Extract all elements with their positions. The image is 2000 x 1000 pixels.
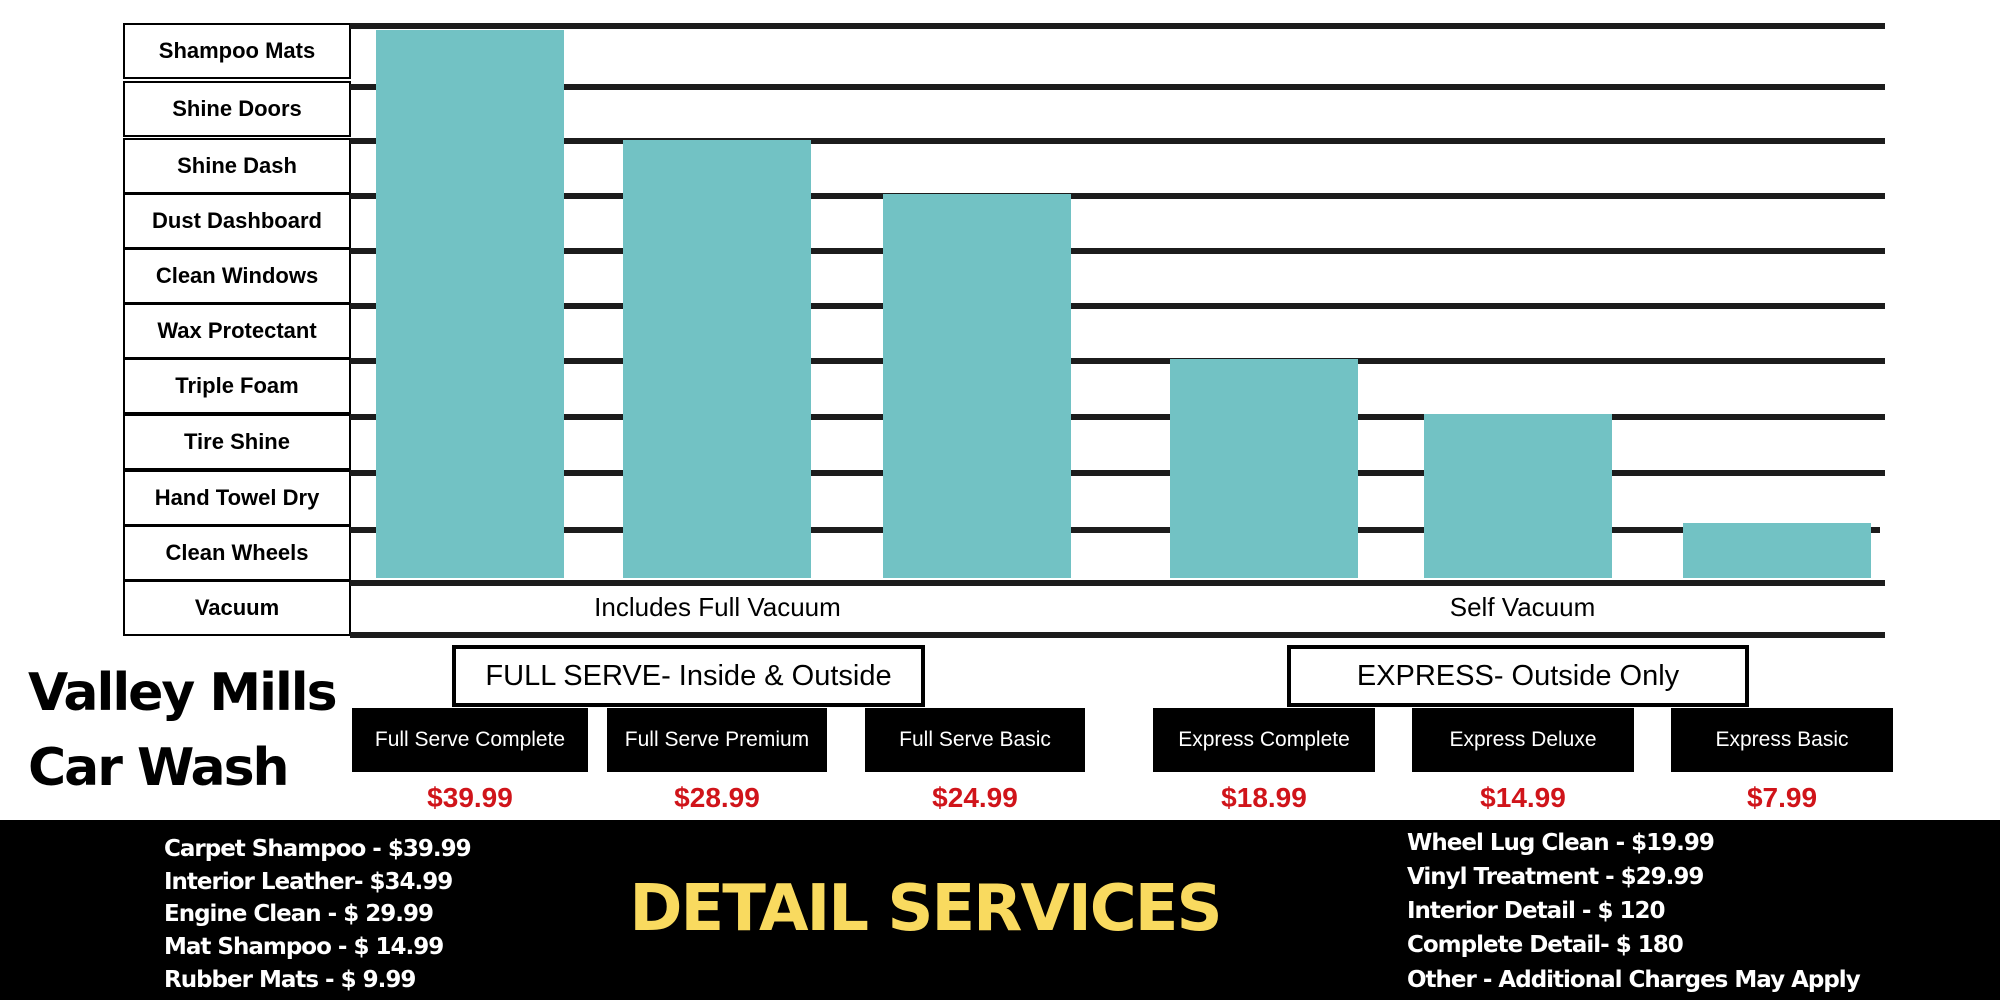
grid-line: [350, 193, 1885, 199]
package-price: $39.99: [427, 782, 513, 813]
package-price: $7.99: [1746, 782, 1818, 813]
grid-line: [350, 632, 1885, 638]
package-bar: [623, 139, 811, 578]
grid-line: [350, 527, 1880, 533]
package-name-button[interactable]: Express Complete: [1153, 708, 1375, 772]
feature-row-label: Tire Shine: [123, 414, 351, 470]
grid-line: [350, 414, 1885, 420]
express-category: EXPRESS- Outside Only: [1287, 645, 1749, 707]
package-name-button[interactable]: Express Deluxe: [1412, 708, 1634, 772]
grid-line: [350, 138, 1885, 144]
detail-service-item: Engine Clean - $ 29.99: [164, 901, 434, 927]
feature-row-label: Hand Towel Dry: [123, 470, 351, 526]
detail-service-item: Vinyl Treatment - $29.99: [1407, 864, 1704, 890]
feature-row-label: Wax Protectant: [123, 303, 351, 359]
package-name-button[interactable]: Full Serve Premium: [607, 708, 827, 772]
detail-service-item: Other - Additional Charges May Apply: [1407, 967, 1861, 993]
package-name-button[interactable]: Express Basic: [1671, 708, 1893, 772]
self-vacuum-label: Self Vacuum: [1449, 592, 1596, 622]
full-serve-category: FULL SERVE- Inside & Outside: [452, 645, 925, 707]
detail-services-title: DETAIL SERVICES: [629, 872, 1222, 946]
detail-service-item: Interior Leather- $34.99: [164, 869, 453, 895]
package-price: $24.99: [932, 782, 1018, 813]
package-bar: [883, 194, 1071, 578]
package-price: $28.99: [674, 782, 760, 813]
detail-services-band: [0, 820, 2000, 1000]
detail-service-item: Interior Detail - $ 120: [1407, 898, 1665, 924]
feature-row-label: Clean Windows: [123, 248, 351, 304]
grid-line: [350, 358, 1885, 364]
detail-service-item: Wheel Lug Clean - $19.99: [1407, 830, 1715, 856]
package-bar: [376, 30, 564, 578]
feature-row-label: Shine Dash: [123, 138, 351, 194]
grid-line: [350, 470, 1885, 476]
feature-row-label: Dust Dashboard: [123, 193, 351, 249]
grid-line: [350, 23, 1885, 29]
detail-service-item: Complete Detail- $ 180: [1407, 932, 1684, 958]
brand-name-line2: Car Wash: [28, 738, 290, 798]
grid-line: [350, 580, 1885, 586]
full-vacuum-label: Includes Full Vacuum: [594, 592, 841, 622]
grid-line: [350, 248, 1885, 254]
package-price: $18.99: [1221, 782, 1307, 813]
feature-row-label: Triple Foam: [123, 358, 351, 414]
feature-row-label: Clean Wheels: [123, 525, 351, 581]
package-name-button[interactable]: Full Serve Complete: [352, 708, 588, 772]
grid-line: [350, 303, 1885, 309]
brand-name-line1: Valley Mills: [28, 663, 338, 723]
detail-service-item: Rubber Mats - $ 9.99: [164, 967, 416, 993]
feature-row-label: Shampoo Mats: [123, 23, 351, 79]
detail-service-item: Mat Shampoo - $ 14.99: [164, 934, 444, 960]
package-price: $14.99: [1480, 782, 1566, 813]
grid-line: [350, 84, 1885, 90]
package-bar: [1683, 523, 1871, 578]
package-name-button[interactable]: Full Serve Basic: [865, 708, 1085, 772]
package-bar: [1170, 358, 1358, 578]
feature-row-label: Vacuum: [123, 580, 351, 636]
detail-service-item: Carpet Shampoo - $39.99: [164, 836, 472, 862]
package-bar: [1424, 413, 1612, 578]
feature-row-label: Shine Doors: [123, 81, 351, 137]
